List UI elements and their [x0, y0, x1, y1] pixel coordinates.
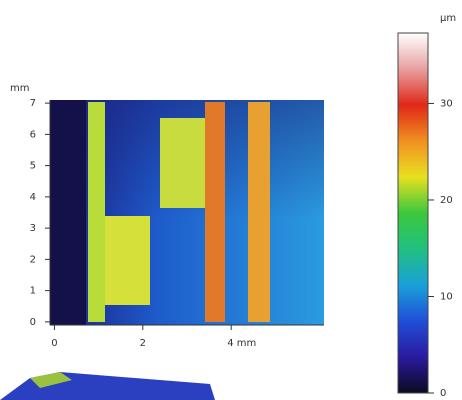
y-tick-label: 0 — [30, 317, 36, 328]
y-tick-label: 7 — [30, 98, 36, 109]
colorbar-tick-label: 30 — [440, 98, 453, 109]
chart: mm µm 0 2 4 mm 0 1 2 3 4 5 6 7 0 10 20 30 — [0, 0, 462, 400]
3d-preview — [0, 372, 215, 400]
colorbar-label: µm — [440, 13, 456, 24]
colorbar-tick-label: 10 — [440, 291, 453, 302]
y-axis-label: mm — [10, 83, 29, 94]
colorbar-tick-label: 20 — [440, 195, 453, 206]
y-tick-label: 1 — [30, 286, 36, 297]
y-tick-label: 4 — [30, 192, 36, 203]
y-tick-label: 2 — [30, 254, 36, 265]
y-tick-label: 3 — [30, 223, 36, 234]
x-tick-label: 4 mm — [227, 338, 256, 349]
y-tick-label: 5 — [30, 161, 36, 172]
height-map — [50, 100, 324, 325]
y-tick-label: 6 — [30, 129, 36, 140]
colorbar-tick-label: 0 — [440, 388, 446, 399]
colorbar — [398, 33, 428, 393]
x-tick-label: 0 — [51, 338, 57, 349]
x-tick-label: 2 — [140, 338, 146, 349]
